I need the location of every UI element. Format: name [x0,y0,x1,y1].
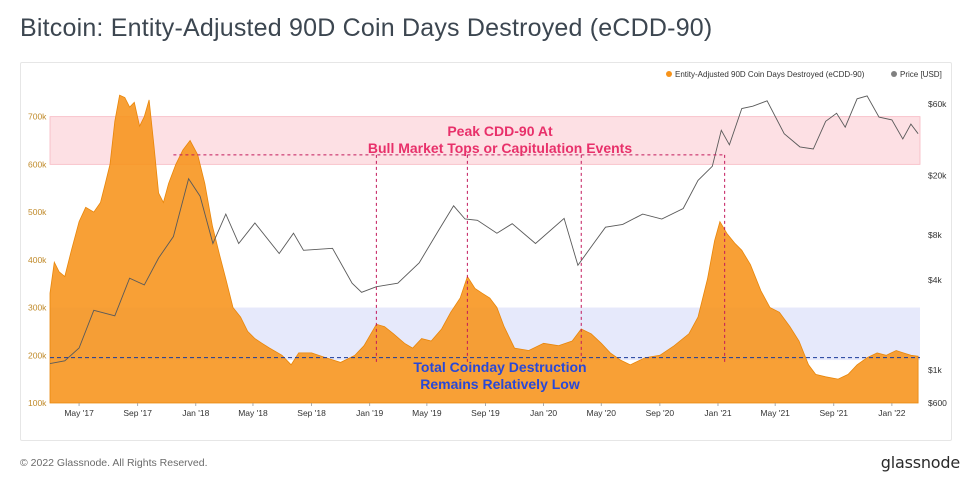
page-title: Bitcoin: Entity-Adjusted 90D Coin Days D… [20,14,713,42]
right-tick-label: $600 [928,398,947,408]
legend-ecdd-label: Entity-Adjusted 90D Coin Days Destroyed … [675,70,865,79]
x-tick-label: May '19 [412,408,442,418]
peak-annotation-line-1: Peak CDD-90 At [447,123,553,139]
x-tick-label: Sep '17 [123,408,152,418]
right-tick-label: $1k [928,365,942,375]
x-tick-label: Jan '18 [182,408,209,418]
right-tick-label: $20k [928,170,947,180]
x-tick-label: May '21 [760,408,790,418]
brand-logo: glassnode [880,453,960,472]
left-tick-label: 300k [28,303,47,313]
low-annotation-line-2: Remains Relatively Low [420,376,580,392]
right-tick-label: $60k [928,99,947,109]
left-tick-label: 100k [28,398,47,408]
right-tick-label: $8k [928,230,942,240]
left-tick-label: 500k [28,207,47,217]
left-tick-label: 600k [28,159,47,169]
x-tick-label: Jan '21 [704,408,731,418]
x-tick-label: Jan '20 [530,408,557,418]
left-tick-label: 200k [28,350,47,360]
left-tick-label: 400k [28,255,47,265]
low-annotation-line-1: Total Coinday Destruction [413,359,586,375]
price-line-series [49,95,919,365]
x-tick-label: Sep '21 [819,408,848,418]
x-tick-label: Jan '19 [356,408,383,418]
x-tick-label: May '18 [238,408,268,418]
x-tick-label: May '17 [64,408,94,418]
left-tick-label: 700k [28,112,47,122]
legend-price-label: Price [USD] [900,70,942,79]
x-tick-label: May '20 [587,408,617,418]
legend-price-swatch [891,71,897,77]
x-tick-label: Sep '18 [297,408,326,418]
peak-annotation-line-2: Bull Market Tops or Capitulation Events [368,140,632,156]
legend-ecdd-swatch [666,71,672,77]
copyright-text: © 2022 Glassnode. All Rights Reserved. [20,457,208,469]
ecdd-area-series [49,94,919,404]
x-tick-label: Sep '19 [471,408,500,418]
chart-frame [20,62,952,441]
x-tick-label: Sep '20 [646,408,675,418]
x-tick-label: Jan '22 [878,408,905,418]
right-tick-label: $4k [928,275,942,285]
